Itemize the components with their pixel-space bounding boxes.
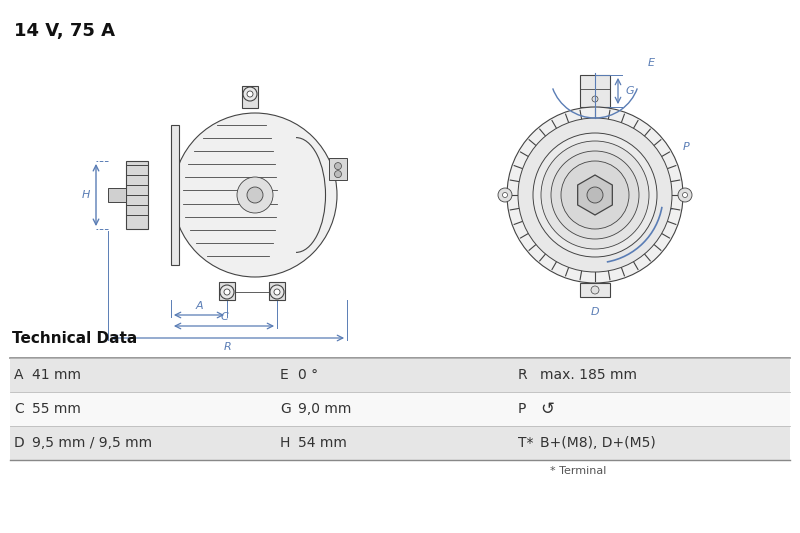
Text: 54 mm: 54 mm	[298, 436, 347, 450]
Circle shape	[541, 141, 649, 249]
Text: 9,5 mm / 9,5 mm: 9,5 mm / 9,5 mm	[32, 436, 152, 450]
Text: P: P	[518, 402, 526, 416]
Bar	[580, 75, 610, 107]
Bar	[10, 392, 790, 426]
Text: E: E	[648, 58, 655, 68]
Text: E: E	[280, 368, 289, 382]
Circle shape	[237, 177, 273, 213]
Text: Technical Data: Technical Data	[12, 331, 138, 346]
Circle shape	[334, 163, 342, 169]
Text: C: C	[14, 402, 24, 416]
Text: 0 °: 0 °	[298, 368, 318, 382]
Bar	[108, 188, 126, 202]
Text: ↺: ↺	[540, 400, 554, 418]
Bar	[580, 283, 610, 297]
Circle shape	[220, 285, 234, 299]
Text: D: D	[14, 436, 25, 450]
Bar	[242, 86, 258, 108]
Circle shape	[518, 118, 672, 272]
Circle shape	[678, 188, 692, 202]
Text: H: H	[280, 436, 290, 450]
Text: G: G	[625, 86, 634, 96]
Bar	[126, 161, 148, 229]
Text: * Terminal: * Terminal	[550, 466, 606, 476]
Bar	[329, 158, 347, 180]
Circle shape	[247, 187, 263, 203]
Bar	[219, 282, 235, 300]
Circle shape	[224, 289, 230, 295]
Circle shape	[551, 151, 639, 239]
Circle shape	[334, 171, 342, 177]
Bar	[10, 426, 790, 460]
Bar	[10, 358, 790, 392]
Circle shape	[591, 286, 599, 294]
Circle shape	[561, 161, 629, 229]
Circle shape	[243, 87, 257, 101]
Text: R: R	[224, 342, 231, 352]
Text: H: H	[82, 190, 90, 200]
Text: G: G	[280, 402, 290, 416]
Text: A: A	[14, 368, 23, 382]
Text: R: R	[518, 368, 528, 382]
Text: T*: T*	[518, 436, 534, 450]
Text: max. 185 mm: max. 185 mm	[540, 368, 637, 382]
Circle shape	[247, 91, 253, 97]
Circle shape	[502, 192, 507, 198]
Circle shape	[274, 289, 280, 295]
Circle shape	[592, 96, 598, 102]
Text: A: A	[195, 301, 203, 311]
Text: 41 mm: 41 mm	[32, 368, 81, 382]
Text: P: P	[683, 142, 690, 152]
Circle shape	[682, 192, 687, 198]
Circle shape	[587, 187, 603, 203]
Bar	[269, 282, 285, 300]
Text: D: D	[590, 307, 599, 317]
Text: 55 mm: 55 mm	[32, 402, 81, 416]
Circle shape	[507, 107, 683, 283]
Polygon shape	[578, 175, 612, 215]
Text: 9,0 mm: 9,0 mm	[298, 402, 351, 416]
Circle shape	[270, 285, 284, 299]
Circle shape	[533, 133, 657, 257]
Circle shape	[173, 113, 337, 277]
Bar	[171, 125, 179, 265]
Text: 14 V, 75 A: 14 V, 75 A	[14, 22, 115, 40]
Text: B+(M8), D+(M5): B+(M8), D+(M5)	[540, 436, 656, 450]
Text: C: C	[220, 312, 228, 322]
Circle shape	[498, 188, 512, 202]
